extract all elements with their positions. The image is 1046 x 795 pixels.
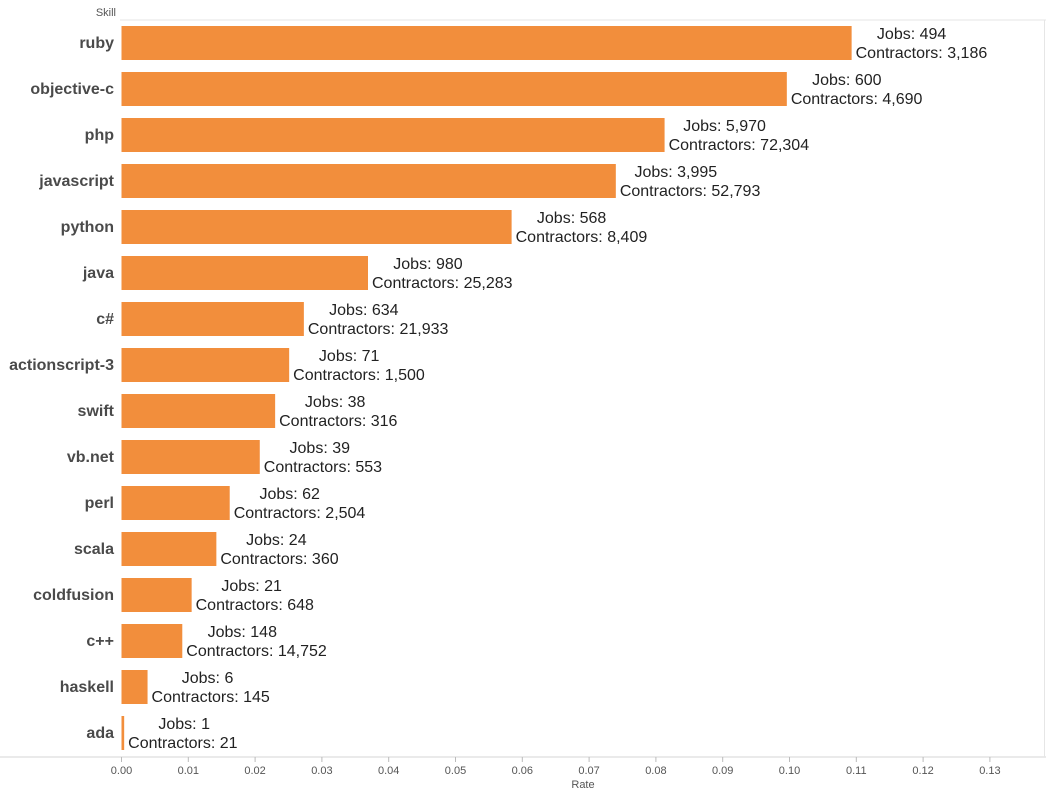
bar [121, 394, 276, 428]
bar [121, 486, 230, 520]
bar [121, 716, 125, 750]
bar-jobs-label: Jobs: 6 [182, 670, 234, 687]
bar-jobs-label: Jobs: 148 [208, 624, 277, 641]
bar-contractors-label: Contractors: 14,752 [186, 643, 327, 660]
category-label: swift [78, 403, 115, 420]
bar-contractors-label: Contractors: 316 [279, 413, 397, 430]
bar [121, 26, 852, 60]
bar-contractors-label: Contractors: 1,500 [293, 367, 425, 384]
category-label: haskell [60, 679, 114, 696]
x-tick-label: 0.13 [979, 765, 1000, 777]
bar-jobs-label: Jobs: 494 [877, 26, 946, 43]
category-label: java [82, 265, 114, 282]
category-label: objective-c [30, 81, 114, 98]
bar-contractors-label: Contractors: 3,186 [856, 45, 988, 62]
bar-jobs-label: Jobs: 5,970 [683, 118, 766, 135]
x-tick-label: 0.11 [846, 765, 867, 777]
category-label: c++ [86, 633, 114, 650]
x-tick-label: 0.10 [779, 765, 800, 777]
bar-jobs-label: Jobs: 38 [305, 394, 366, 411]
bar-jobs-label: Jobs: 24 [246, 532, 307, 549]
x-tick-label: 0.02 [244, 765, 265, 777]
bar [121, 578, 192, 612]
bar-jobs-label: Jobs: 634 [329, 302, 398, 319]
bar [121, 302, 304, 336]
category-label: python [61, 219, 114, 236]
category-label: scala [74, 541, 114, 558]
x-tick-label: 0.08 [645, 765, 666, 777]
x-ticks-group: 0.00 0.01 0.02 0.03 0.04 0.05 0.06 0.07 0.08 0.09… [111, 757, 1001, 777]
bar-jobs-label: Jobs: 568 [537, 210, 606, 227]
bar [121, 532, 217, 566]
bar [121, 72, 787, 106]
x-tick-label: 0.01 [178, 765, 199, 777]
bar-jobs-label: Jobs: 71 [319, 348, 380, 365]
x-tick-label: 0.09 [712, 765, 733, 777]
x-tick-label: 0.12 [912, 765, 933, 777]
bar-contractors-label: Contractors: 553 [264, 459, 382, 476]
x-axis-title: Rate [571, 779, 594, 791]
bar [121, 348, 290, 382]
bar-jobs-label: Jobs: 3,995 [634, 164, 717, 181]
category-label: php [85, 127, 115, 144]
bar-contractors-label: Contractors: 25,283 [372, 275, 513, 292]
bar-contractors-label: Contractors: 4,690 [791, 91, 923, 108]
category-label: javascript [38, 173, 114, 190]
bar [121, 440, 260, 474]
x-tick-label: 0.05 [445, 765, 466, 777]
bar-contractors-label: Contractors: 648 [196, 597, 314, 614]
bar-contractors-label: Contractors: 360 [220, 551, 338, 568]
bar-jobs-label: Jobs: 600 [812, 72, 881, 89]
category-label: ruby [79, 35, 114, 52]
category-label: vb.net [67, 449, 115, 466]
x-tick-label: 0.06 [512, 765, 533, 777]
category-label: coldfusion [33, 587, 114, 604]
category-label: c# [96, 311, 114, 328]
x-tick-label: 0.07 [578, 765, 599, 777]
bar-jobs-label: Jobs: 62 [259, 486, 320, 503]
bar-contractors-label: Contractors: 145 [152, 689, 270, 706]
bar-contractors-label: Contractors: 52,793 [620, 183, 761, 200]
category-label: actionscript-3 [9, 357, 114, 374]
bar [121, 164, 616, 198]
x-tick-label: 0.00 [111, 765, 132, 777]
bars-group: ruby Jobs: 494 Contractors: 3,186 objective… [9, 26, 987, 752]
bar-contractors-label: Contractors: 8,409 [516, 229, 648, 246]
bar [121, 670, 148, 704]
bar-jobs-label: Jobs: 21 [221, 578, 282, 595]
bar-contractors-label: Contractors: 21 [128, 735, 237, 752]
bar [121, 118, 665, 152]
bar-jobs-label: Jobs: 39 [290, 440, 351, 457]
bar-contractors-label: Contractors: 21,933 [308, 321, 449, 338]
bar [121, 624, 183, 658]
category-label: perl [85, 495, 114, 512]
y-axis-header: Skill [96, 7, 116, 19]
bar [121, 210, 512, 244]
bar-contractors-label: Contractors: 72,304 [669, 137, 810, 154]
bar-jobs-label: Jobs: 980 [393, 256, 462, 273]
bar [121, 256, 368, 290]
bar-contractors-label: Contractors: 2,504 [234, 505, 366, 522]
category-label: ada [86, 725, 114, 742]
x-tick-label: 0.03 [311, 765, 332, 777]
bar-jobs-label: Jobs: 1 [158, 716, 210, 733]
x-tick-label: 0.04 [378, 765, 399, 777]
